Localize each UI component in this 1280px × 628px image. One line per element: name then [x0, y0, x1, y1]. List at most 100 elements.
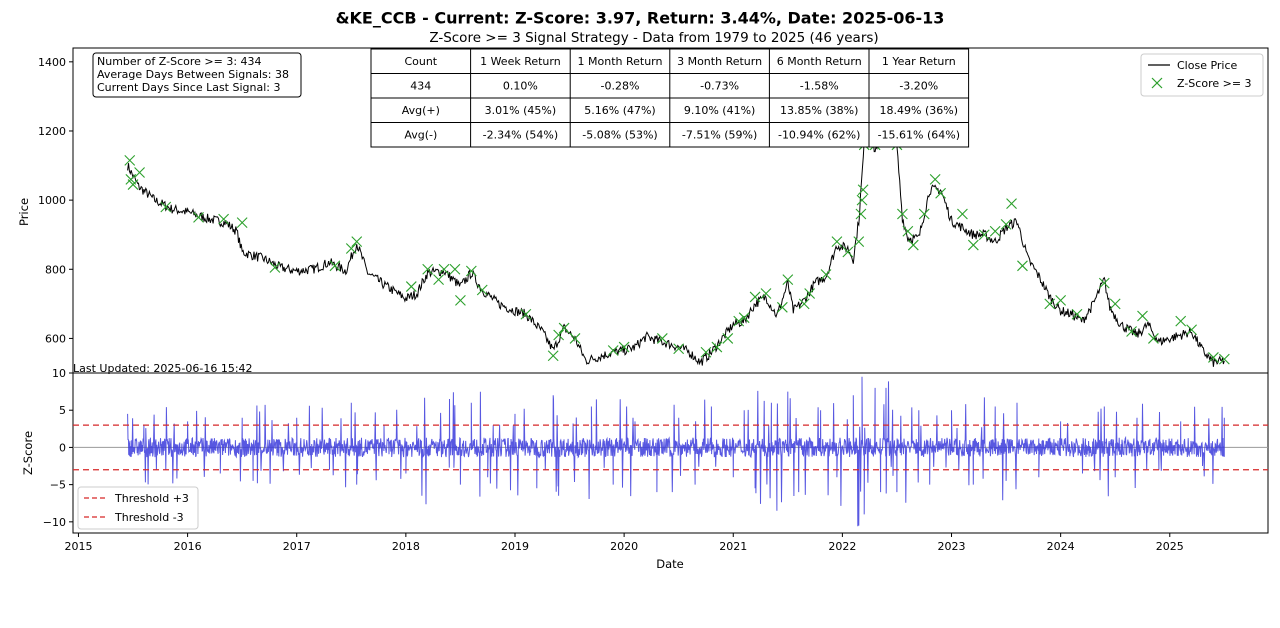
- zscore-signal-marker: [804, 288, 816, 299]
- close-price-line: [127, 89, 1225, 367]
- zscore-signal-marker: [236, 217, 248, 228]
- zscore-signal-marker: [700, 346, 712, 358]
- zscore-signal-marker: [673, 343, 685, 355]
- table-cell: -0.28%: [601, 80, 640, 93]
- zscore-signal-marker: [329, 260, 341, 272]
- table-cell: Avg(+): [402, 104, 440, 117]
- zscore-axes-frame: [72, 372, 1269, 534]
- zscore-signal-marker: [842, 246, 854, 258]
- zscore-signal-marker: [1126, 326, 1137, 337]
- zscore-signal-marker: [193, 212, 204, 223]
- zscore-y-ticks: −10 −5 0 5 10: [43, 367, 73, 529]
- legend-zscore-label: Z-Score >= 3: [1177, 77, 1252, 90]
- x-tick-label: 2016: [174, 540, 202, 553]
- zscore-y-tick-label: −10: [43, 516, 66, 529]
- x-axis-label: Date: [656, 557, 684, 571]
- table-cell: 434: [410, 80, 431, 93]
- zscore-signal-marker: [1208, 352, 1219, 363]
- zscore-legend: Threshold +3 Threshold -3: [77, 486, 199, 530]
- price-y-tick-label: 1400: [38, 56, 66, 69]
- zscore-signal-marker: [618, 341, 630, 353]
- zscore-signal-marker: [433, 274, 444, 286]
- price-y-ticks: 600 800 1000 1200 1400: [38, 56, 73, 345]
- zscore-signal-marker: [1017, 260, 1028, 272]
- zscore-signal-marker: [856, 194, 868, 206]
- table-cell: 3.01% (45%): [485, 104, 556, 117]
- zscore-signal-marker: [160, 201, 172, 213]
- x-tick-label: 2015: [64, 540, 92, 553]
- zscore-y-tick-label: 5: [59, 404, 66, 417]
- table-cell: 9.10% (41%): [684, 104, 755, 117]
- zscore-signal-marker: [607, 345, 619, 356]
- x-tick-label: 2019: [501, 540, 529, 553]
- zscore-signal-marker: [967, 239, 979, 251]
- stats-avg-days: Average Days Between Signals: 38: [97, 68, 289, 81]
- table-cell: 18.49% (36%): [880, 104, 958, 117]
- x-tick-label: 2020: [610, 540, 638, 553]
- zscore-signal-marker: [897, 208, 908, 220]
- table-cell: -5.08% (53%): [582, 129, 657, 142]
- x-tick-label: 2024: [1047, 540, 1075, 553]
- zscore-signal-marker: [733, 315, 745, 327]
- zscore-signal-marker: [918, 208, 930, 220]
- zscore-signal-marker: [1175, 315, 1187, 327]
- zscore-x-ticks: 2015 2016 2017 2018 2019 2020 2021 2022 2023 2024…: [64, 533, 1184, 553]
- zscore-signal-marker: [1218, 353, 1230, 365]
- chart-subtitle: Z-Score >= 3 Signal Strategy - Data from…: [429, 30, 878, 46]
- table-cell: -0.73%: [700, 80, 739, 93]
- x-tick-label: 2023: [938, 540, 966, 553]
- zscore-signal-marker: [422, 263, 434, 275]
- zscore-signal-marker: [345, 243, 357, 254]
- table-header-cell: 1 Week Return: [480, 55, 561, 68]
- stats-signal-count: Number of Z-Score >= 3: 434: [97, 55, 262, 68]
- zscore-signal-marker: [520, 308, 532, 320]
- zscore-signal-marker: [558, 322, 570, 334]
- zscore-signal-marker: [1000, 218, 1012, 230]
- zscore-signal-marker: [929, 173, 941, 185]
- zscore-signal-marker: [776, 301, 788, 313]
- zscore-y-tick-label: −5: [50, 479, 66, 492]
- table-cell: Avg(-): [404, 129, 437, 142]
- zscore-signal-marker: [405, 281, 417, 292]
- table-header-cell: 3 Month Return: [677, 55, 762, 68]
- price-y-label: Price: [17, 198, 31, 226]
- stats-days-since: Current Days Since Last Signal: 3: [97, 81, 280, 94]
- legend-close-price-label: Close Price: [1177, 59, 1238, 72]
- stats-box: Number of Z-Score >= 3: 434 Average Days…: [92, 52, 302, 98]
- table-cell: -10.94% (62%): [778, 129, 860, 142]
- zscore-signal-marker: [476, 284, 488, 296]
- table-cell: 13.85% (38%): [780, 104, 858, 117]
- price-y-tick-label: 1000: [38, 194, 66, 207]
- legend-threshold-minus-label: Threshold -3: [114, 511, 184, 524]
- zscore-signal-marker: [218, 213, 229, 225]
- zscore-signal-marker: [449, 263, 461, 275]
- table-cell: -3.20%: [899, 80, 938, 93]
- table-header-cell: 1 Month Return: [578, 55, 663, 68]
- table-cell: -1.58%: [800, 80, 839, 93]
- legend-threshold-plus-label: Threshold +3: [114, 492, 189, 505]
- price-legend: Close Price Z-Score >= 3: [1140, 53, 1264, 97]
- zscore-line: [127, 376, 1225, 527]
- zscore-signal-marker: [134, 167, 145, 178]
- table-header-cell: Count: [404, 55, 437, 68]
- legend-zscore-marker: [1151, 77, 1163, 89]
- zscore-signal-marker: [1109, 298, 1121, 310]
- zscore-signal-marker: [1186, 324, 1197, 336]
- returns-table: Count 1 Week Return 1 Month Return 3 Month …: [370, 48, 970, 148]
- table-cell: 0.10%: [503, 80, 538, 93]
- price-y-tick-label: 600: [45, 332, 66, 345]
- zscore-signal-marker: [989, 225, 1001, 237]
- zscore-signal-marker: [438, 263, 450, 275]
- zscore-signal-marker: [935, 187, 946, 199]
- zscore-signal-marker: [269, 262, 281, 273]
- zscore-signal-marker: [1006, 198, 1017, 209]
- last-updated: Last Updated: 2025-06-16 15:42: [73, 362, 253, 375]
- zscore-signal-marker: [547, 350, 559, 362]
- zscore-signal-marker: [855, 208, 867, 220]
- zscore-y-tick-label: 10: [52, 367, 66, 380]
- zscore-signal-marker: [553, 329, 565, 341]
- x-tick-label: 2018: [392, 540, 420, 553]
- zscore-signal-marker: [760, 288, 772, 299]
- zscore-signal-marker: [857, 184, 869, 196]
